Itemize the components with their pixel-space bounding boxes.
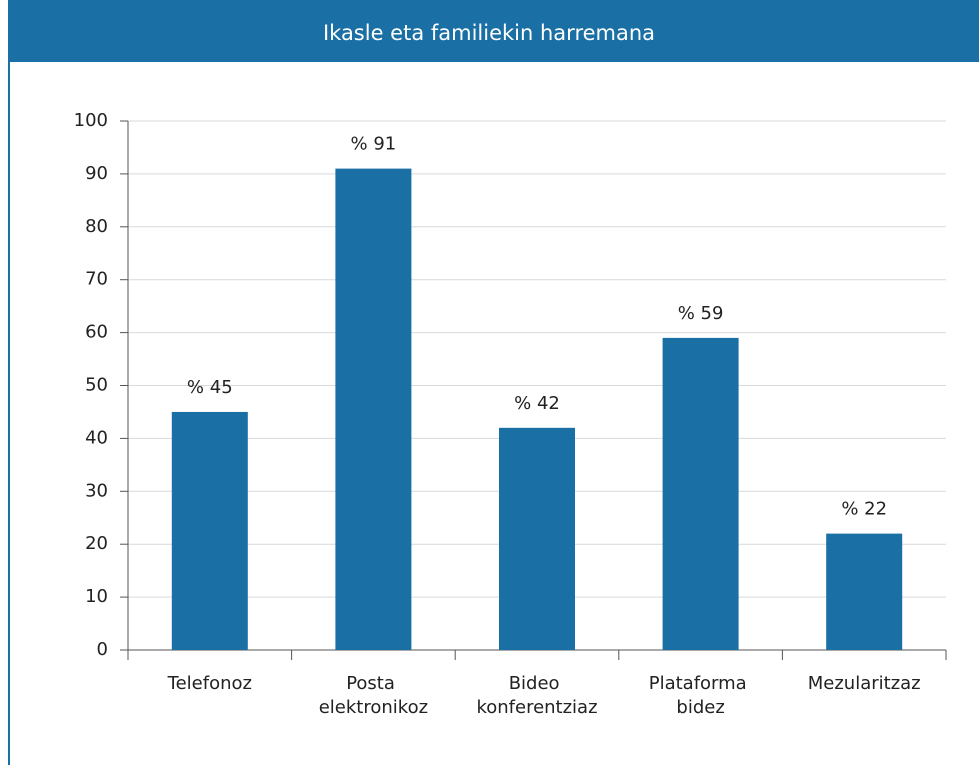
x-tick-label-line: Bideo <box>509 673 566 694</box>
y-tick-label: 50 <box>85 375 108 396</box>
y-tick-label: 70 <box>85 269 108 290</box>
chart-title: Ikasle eta familiekin harremana <box>323 21 655 45</box>
title-banner <box>8 0 979 62</box>
x-tick-label-line: Plataforma <box>649 673 753 694</box>
data-label: % 45 <box>187 377 233 398</box>
x-tick-label-line: Posta <box>346 673 400 694</box>
bar <box>499 427 575 650</box>
data-label: % 91 <box>351 134 397 155</box>
x-tick-label: Plataforma bidez <box>649 673 753 718</box>
bar <box>171 411 248 650</box>
y-tick-label: 40 <box>85 427 108 448</box>
x-tick-label-line: elektronikoz <box>319 697 428 718</box>
y-tick-label: 90 <box>85 163 108 184</box>
x-tick-label: Posta elektronikoz <box>319 673 428 718</box>
x-tick-label-line: bidez <box>676 697 724 718</box>
x-tick-label-line: konferentziaz <box>476 697 597 718</box>
y-tick-label: 0 <box>97 639 108 660</box>
data-label: % 42 <box>514 393 560 414</box>
y-tick-label: 20 <box>85 533 108 554</box>
bar <box>826 533 903 650</box>
x-tick-label: Telefonoz <box>167 673 252 694</box>
y-tick-label: 80 <box>85 216 108 237</box>
y-tick-label: 30 <box>85 480 108 501</box>
y-tick-label: 60 <box>85 322 108 343</box>
bar <box>662 337 739 650</box>
x-tick-label: Bideo konferentziaz <box>476 673 597 718</box>
data-label: % 22 <box>841 499 887 520</box>
y-tick-label: 10 <box>85 586 108 607</box>
x-tick-label: Mezularitzaz <box>808 673 921 694</box>
bar <box>335 168 412 651</box>
data-label: % 59 <box>678 303 724 324</box>
y-tick-label: 100 <box>74 110 108 131</box>
